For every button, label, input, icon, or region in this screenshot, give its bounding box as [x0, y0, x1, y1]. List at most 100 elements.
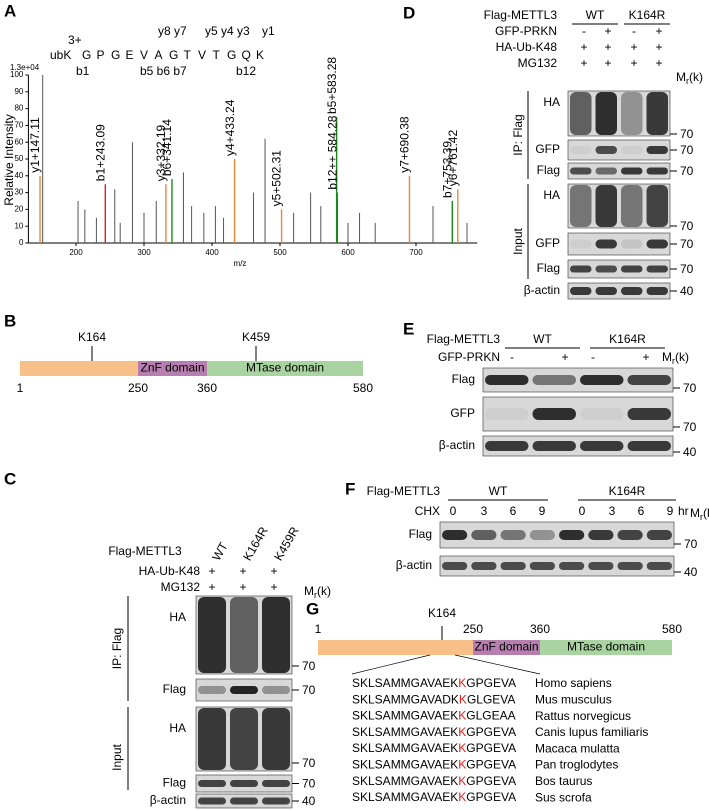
condition-sign: 9 [667, 504, 674, 518]
seq-after: GLGEAA [466, 709, 515, 723]
blot-band [471, 530, 497, 540]
condition-sign: + [208, 580, 215, 594]
seq-site: K [458, 790, 466, 804]
blot-band [198, 686, 226, 694]
blot-label: Flag [163, 682, 186, 696]
blot-band [230, 686, 258, 694]
condition-sign: - [591, 350, 595, 364]
x-tick-label: 300 [137, 248, 151, 257]
domain [138, 361, 207, 376]
marker-label: 70 [680, 127, 694, 141]
blot-band [485, 375, 529, 385]
species: Sus scrofa [535, 790, 592, 804]
marker-label: 40 [680, 284, 694, 298]
group-label: Input [110, 743, 124, 770]
y-tick-label: 10 [14, 221, 23, 230]
blot-band [646, 239, 668, 249]
blot-smear [595, 92, 617, 135]
residue: T [184, 48, 192, 62]
mr-unit: (k) [703, 506, 709, 520]
mr-unit: (k) [675, 350, 689, 364]
blot-band [570, 265, 592, 273]
position-label: 580 [662, 622, 682, 636]
y-tick-label: 0 [19, 238, 24, 247]
blot-band [471, 562, 497, 570]
y-ion: y1 [262, 24, 275, 38]
blot-band [646, 287, 668, 295]
seq-after: GPGEVA [466, 676, 516, 690]
condition-sign: + [655, 24, 662, 38]
b-ion: b12 [236, 64, 256, 78]
condition-sign: + [561, 350, 568, 364]
residue: P [97, 48, 105, 62]
blot-label: Flag [537, 261, 560, 275]
seq-site: K [459, 692, 467, 706]
group-label: Input [511, 227, 525, 254]
x-tick-label: 400 [205, 248, 219, 257]
lane-group-label: WT [533, 332, 552, 346]
x-tick-label: 200 [69, 248, 83, 257]
blot-band [595, 287, 617, 295]
condition-sign: - [632, 24, 636, 38]
condition-sign: + [239, 580, 246, 594]
peak-label: y6+761.42 [446, 130, 460, 187]
blot-band [621, 167, 643, 175]
marker-label: 70 [680, 262, 694, 276]
blot-band [617, 530, 643, 540]
condition-sign: + [655, 56, 662, 70]
seq-site: K [458, 741, 466, 755]
peak-label: y4+433.24 [223, 99, 237, 156]
lane-group-label: K164R [609, 332, 646, 346]
lane-group-label: WT [489, 484, 508, 498]
seq-before: SKLSAMMGAVAEK [352, 790, 458, 804]
blot-band [485, 441, 529, 451]
site-label: K459 [242, 330, 270, 344]
blot-band [570, 146, 592, 154]
marker-label: 70 [680, 219, 694, 233]
peak-label: b12++ 584.28 [325, 115, 339, 189]
blot-band [559, 562, 585, 570]
seq-site: K [458, 774, 466, 788]
residue: Q [242, 48, 251, 62]
condition-label: MG132 [518, 56, 558, 70]
blot-band [230, 780, 258, 787]
condition-sign: + [580, 40, 587, 54]
condition-sign: + [604, 40, 611, 54]
x-axis-label: m/z [234, 259, 247, 268]
blot-band [198, 797, 226, 805]
blot-smear [198, 708, 226, 770]
blot-smear [570, 92, 592, 135]
sequence: SKLSAMMGAVAEKKGPGEVA [352, 790, 516, 804]
condition-sign: + [239, 564, 246, 578]
condition-sign: + [630, 56, 637, 70]
site-label: K164 [428, 606, 456, 620]
marker-label: 70 [680, 143, 694, 157]
position-label: 360 [197, 381, 217, 395]
peak-label: y5+502.31 [270, 150, 284, 207]
species: Bos taurus [535, 774, 592, 788]
blot-band [627, 441, 671, 451]
species: Mus musculus [535, 692, 612, 706]
seq-before: SKLSAMMGAVAEK [352, 741, 458, 755]
condition-sign: + [580, 56, 587, 70]
blot-band [532, 408, 576, 420]
blot-band [570, 167, 592, 175]
blot-band [627, 408, 671, 420]
blot-smear [230, 597, 258, 673]
blot-band [621, 265, 643, 273]
group-label: IP: Flag [110, 628, 124, 669]
residue: E [126, 48, 134, 62]
sequence: SKLSAMMGAVAEKKGPGEVA [352, 725, 516, 739]
blot-label: GFP [450, 406, 475, 420]
blot-label: β-actin [524, 283, 560, 297]
blot-label: GFP [535, 236, 560, 250]
panel-letter: G [306, 599, 319, 618]
lane-group-label: K164R [629, 8, 666, 22]
marker-label: 40 [684, 565, 698, 579]
blot-band [580, 441, 624, 451]
lane-label: WT [209, 539, 231, 563]
blot-label: β-actin [396, 558, 432, 572]
blot-smear [595, 185, 617, 227]
sequence: SKLSAMMGAVAEKKGPGEVA [352, 774, 516, 788]
